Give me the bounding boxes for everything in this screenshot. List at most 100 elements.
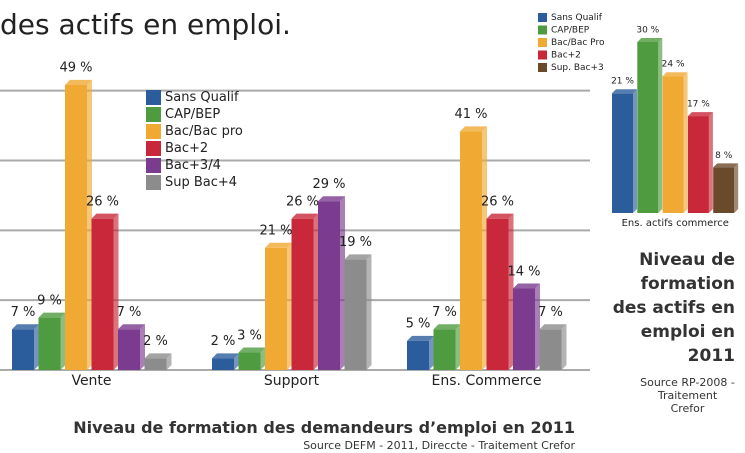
bar: [291, 218, 314, 370]
legend-label: Bac/Bac Pro: [551, 38, 605, 48]
value-label: 3 %: [237, 328, 262, 343]
value-label: 7 %: [11, 305, 36, 320]
bar-top: [460, 126, 487, 132]
legend-swatch: [146, 107, 161, 122]
value-label: 7 %: [432, 305, 457, 320]
legend-swatch: [538, 25, 547, 35]
value-label: 9 %: [37, 293, 62, 308]
bar: [513, 288, 535, 370]
bar-side: [429, 335, 434, 370]
bar: [318, 201, 340, 370]
bar-side: [87, 79, 92, 370]
bar-side: [482, 126, 487, 370]
value-label: 5 %: [406, 317, 431, 332]
bar: [212, 358, 234, 370]
legend-label: Sans Qualif: [551, 13, 603, 23]
bar-side: [60, 312, 66, 370]
bar-top: [12, 324, 39, 330]
bar-side: [340, 196, 345, 370]
bar: [91, 218, 114, 370]
legend-swatch: [538, 38, 547, 47]
bar-side: [166, 353, 172, 370]
bar: [612, 93, 633, 213]
legend-label: CAP/BEP: [165, 107, 220, 122]
value-label: 26 %: [286, 194, 319, 209]
value-label: 14 %: [507, 264, 540, 279]
value-label: 7 %: [117, 305, 142, 320]
bar-side: [734, 163, 739, 213]
bar: [65, 84, 87, 370]
bar: [144, 358, 167, 370]
value-label: 7 %: [538, 305, 563, 320]
legend-swatch: [538, 50, 547, 60]
bar-side: [658, 38, 663, 213]
value-label: 29 %: [312, 177, 345, 192]
bar-side: [34, 324, 39, 370]
bar-top: [144, 353, 172, 359]
value-label: 2 %: [211, 334, 236, 349]
bar: [265, 247, 287, 370]
bar: [637, 42, 659, 213]
bar-top: [407, 335, 434, 341]
chart-title: Niveau de formation des demandeurs d’emp…: [73, 418, 575, 437]
bar-side: [535, 283, 540, 370]
bar-side: [113, 213, 119, 370]
bar-side: [708, 112, 713, 213]
value-label: 8 %: [715, 151, 733, 161]
bar: [38, 317, 61, 370]
bar: [12, 329, 34, 370]
bar-top: [713, 163, 739, 168]
legend-label: Sup. Bac+3: [551, 63, 604, 73]
value-label: 26 %: [481, 194, 514, 209]
bar-top: [238, 347, 266, 353]
legend-label: CAP/BEP: [551, 26, 590, 36]
value-label: 41 %: [454, 107, 487, 122]
x-tick-label: Ens. actifs commerce: [622, 218, 729, 229]
bar-top: [65, 79, 92, 85]
legend-label: Bac+3/4: [165, 158, 221, 173]
bar-top: [212, 353, 239, 359]
bar-top: [291, 213, 319, 219]
x-tick-label: Vente: [71, 373, 111, 389]
bar-top: [486, 213, 514, 219]
legend-swatch: [146, 141, 161, 156]
bar-top: [433, 324, 461, 330]
bar-side: [234, 353, 239, 370]
bar: [407, 340, 429, 370]
bar-top: [344, 254, 372, 260]
bar-top: [687, 112, 713, 117]
bar-top: [118, 324, 145, 330]
bar: [662, 76, 684, 213]
bar-side: [313, 213, 319, 370]
bar: [539, 329, 562, 370]
value-label: 21 %: [611, 77, 634, 87]
value-label: 49 %: [59, 61, 92, 76]
bar: [713, 167, 735, 213]
legend-swatch: [538, 13, 547, 22]
heading: des actifs en emploi.: [0, 8, 291, 41]
bar-side: [366, 254, 372, 370]
side-chart-source: Source RP-2008 -Traitement Crefor: [640, 376, 735, 415]
value-label: 24 %: [662, 60, 685, 70]
bar: [238, 352, 261, 370]
legend-swatch: [146, 158, 161, 173]
legend-swatch: [146, 90, 161, 105]
bar-top: [612, 89, 637, 94]
bar: [344, 259, 367, 370]
bar-side: [140, 324, 145, 370]
side-chart-title: Niveau de formation des actifs en emploi…: [612, 250, 735, 366]
bar-side: [455, 324, 461, 370]
bar-side: [683, 72, 688, 213]
bar-top: [637, 38, 663, 42]
value-label: 2 %: [143, 334, 168, 349]
bar-side: [287, 242, 292, 370]
value-label: 30 %: [636, 25, 659, 35]
bar-side: [561, 324, 567, 370]
legend-swatch: [146, 175, 161, 190]
x-tick-label: Support: [264, 373, 320, 389]
chart-source: Source DEFM - 2011, Direccte - Traitemen…: [303, 439, 575, 452]
value-label: 19 %: [339, 235, 372, 250]
bar-top: [539, 324, 567, 330]
value-label: 17 %: [687, 100, 710, 110]
